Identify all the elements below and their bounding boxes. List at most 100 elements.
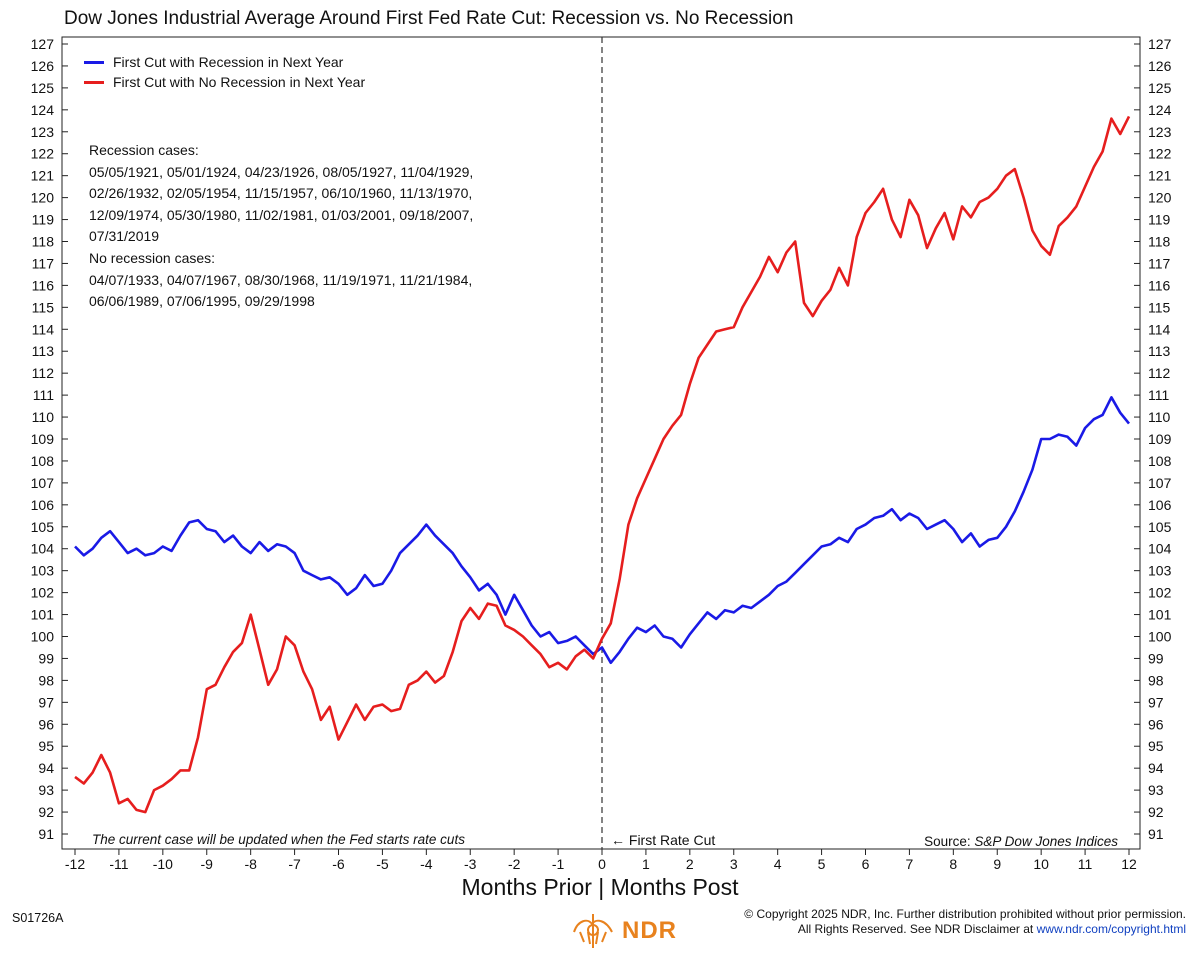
y-tick-label: 120 [31, 190, 55, 206]
y-tick-label: 124 [31, 102, 55, 118]
source-prefix: Source: [924, 834, 975, 849]
recession-cases-line: 05/05/1921, 05/01/1924, 04/23/1926, 08/0… [89, 163, 474, 180]
copyright-link[interactable]: www.ndr.com/copyright.html [1036, 922, 1186, 936]
x-tick-label: 2 [686, 856, 694, 872]
y-tick-label: 109 [31, 431, 55, 447]
x-axis-title: Months Prior | Months Post [461, 874, 739, 900]
no-recession-cases-line: 06/06/1989, 07/06/1995, 09/29/1998 [89, 293, 315, 310]
y-tick-label: 105 [1148, 519, 1172, 535]
y-tick-label: 102 [31, 585, 55, 601]
y-tick-label: 93 [1148, 782, 1164, 798]
current-case-note: The current case will be updated when th… [92, 832, 465, 847]
copyright-line-1: © Copyright 2025 NDR, Inc. Further distr… [744, 907, 1186, 921]
x-axis: -12 -11 -10 -9 -8 -7 -6 -5 -4 -3 -2 -1 0 1 2 3 4 5 6 7 8 9 10 1… [65, 849, 1137, 872]
y-tick-label: 123 [1148, 124, 1172, 140]
series-line-no-recession [74, 115, 1131, 814]
legend-swatch-recession [84, 60, 104, 64]
y-tick-label: 95 [1148, 738, 1164, 754]
y-tick-label: 108 [31, 453, 55, 469]
x-tick-label: -8 [244, 856, 257, 872]
x-tick-label: -3 [464, 856, 477, 872]
x-tick-label: -7 [288, 856, 301, 872]
first-rate-cut-label: ← First Rate Cut [611, 832, 716, 848]
y-tick-label: 97 [38, 694, 54, 710]
x-tick-label: 8 [949, 856, 957, 872]
y-tick-label: 126 [31, 58, 55, 74]
y-tick-label: 125 [31, 80, 55, 96]
x-tick-label: 6 [862, 856, 870, 872]
y-tick-label: 118 [32, 234, 55, 250]
y-tick-label: 118 [1148, 234, 1171, 250]
legend-swatch-no-recession [84, 80, 104, 84]
x-tick-label: 12 [1121, 856, 1137, 872]
y-tick-label: 98 [1148, 672, 1164, 688]
y-tick-label: 100 [31, 629, 55, 645]
x-tick-label: -10 [153, 856, 173, 872]
series-layer [74, 115, 1131, 814]
x-tick-label: -9 [201, 856, 214, 872]
y-tick-label: 92 [1148, 804, 1164, 820]
legend-label-recession: First Cut with Recession in Next Year [113, 54, 344, 70]
x-tick-label: 5 [818, 856, 826, 872]
x-tick-label: -1 [552, 856, 565, 872]
legend-item-recession: First Cut with Recession in Next Year [84, 52, 365, 72]
no-recession-cases-title: No recession cases: [89, 249, 216, 266]
y-tick-label: 112 [1148, 365, 1171, 381]
x-tick-label: -4 [420, 856, 433, 872]
y-tick-label: 91 [1148, 826, 1164, 842]
y-tick-label: 117 [32, 255, 55, 271]
x-tick-label: -12 [65, 856, 85, 872]
y-tick-label: 116 [1148, 277, 1171, 293]
y-tick-label: 122 [1148, 146, 1172, 162]
y-tick-label: 115 [1148, 299, 1171, 315]
y-axis-left: 91 92 93 94 95 96 97 98 99 100 101 102 103 104 105 106 1… [31, 36, 68, 842]
legend-item-no-recession: First Cut with No Recession in Next Year [84, 72, 365, 92]
x-tick-label: 10 [1033, 856, 1049, 872]
y-tick-label: 119 [1148, 212, 1171, 228]
no-recession-cases-line: 04/07/1933, 04/07/1967, 08/30/1968, 11/1… [89, 271, 473, 288]
y-tick-label: 114 [32, 321, 55, 337]
y-tick-label: 112 [32, 365, 55, 381]
x-tick-label: 1 [642, 856, 650, 872]
bull-bear-icon [573, 914, 613, 948]
y-tick-label: 104 [31, 541, 55, 557]
y-tick-label: 110 [32, 409, 55, 425]
copyright-line-2: All Rights Reserved. See NDR Disclaimer … [744, 922, 1186, 937]
y-tick-label: 123 [31, 124, 55, 140]
y-tick-label: 106 [31, 497, 55, 513]
legend-label-no-recession: First Cut with No Recession in Next Year [113, 74, 366, 90]
x-tick-label: 4 [774, 856, 782, 872]
y-tick-label: 95 [38, 738, 54, 754]
y-tick-label: 94 [38, 760, 54, 776]
y-axis-right: 91 92 93 94 95 96 97 98 99 100 101 102 103 104 105 106 1… [1134, 36, 1172, 842]
y-tick-label: 127 [31, 36, 55, 52]
y-tick-label: 108 [1148, 453, 1172, 469]
cases-annotation: Recession cases: 05/05/1921, 05/01/1924,… [89, 140, 473, 313]
y-tick-label: 109 [1148, 431, 1172, 447]
x-tick-label: 11 [1078, 856, 1093, 872]
x-tick-label: 0 [598, 856, 606, 872]
y-tick-label: 121 [31, 168, 55, 184]
x-tick-label: -5 [376, 856, 389, 872]
copyright-notice: © Copyright 2025 NDR, Inc. Further distr… [744, 907, 1186, 937]
y-tick-label: 115 [32, 299, 55, 315]
y-tick-label: 98 [38, 672, 54, 688]
y-tick-label: 113 [32, 343, 55, 359]
y-tick-label: 110 [1148, 409, 1171, 425]
ndr-logo: NDR [570, 912, 677, 950]
x-tick-label: -11 [109, 856, 128, 872]
y-tick-label: 97 [1148, 694, 1164, 710]
y-tick-label: 104 [1148, 541, 1172, 557]
y-tick-label: 126 [1148, 58, 1172, 74]
y-tick-label: 122 [31, 146, 55, 162]
y-tick-label: 99 [1148, 650, 1164, 666]
chart-title: Dow Jones Industrial Average Around Firs… [64, 8, 794, 29]
y-tick-label: 107 [31, 475, 55, 491]
y-tick-label: 117 [1148, 255, 1171, 271]
y-tick-label: 124 [1148, 102, 1172, 118]
y-tick-label: 96 [1148, 716, 1164, 732]
y-tick-label: 120 [1148, 190, 1172, 206]
y-tick-label: 116 [32, 277, 55, 293]
copyright-line-2-text: All Rights Reserved. See NDR Disclaimer … [797, 922, 1037, 936]
